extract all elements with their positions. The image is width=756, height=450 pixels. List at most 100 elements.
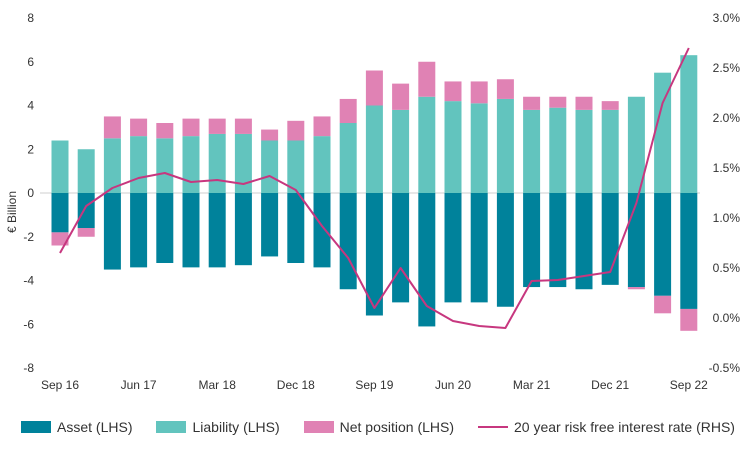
y-right-tick-label: 2.0% <box>713 111 741 125</box>
bar-net-position <box>601 101 619 110</box>
y-left-tick-label: -2 <box>23 230 34 244</box>
x-tick-label: Sep 22 <box>670 378 708 392</box>
y-right-tick-label: 1.5% <box>713 161 741 175</box>
bar-liability <box>261 140 279 193</box>
y-left-tick-label: -6 <box>23 317 34 331</box>
y-right-tick-label: 0.5% <box>713 261 741 275</box>
bar-liability <box>575 109 593 193</box>
legend-label-rate: 20 year risk free interest rate (RHS) <box>514 419 735 435</box>
bar-asset <box>156 193 174 263</box>
bar-net-position <box>51 232 69 246</box>
bar-liability <box>654 72 672 193</box>
bar-liability <box>287 140 305 193</box>
bar-asset <box>77 193 95 228</box>
x-tick-label: Mar 21 <box>513 378 551 392</box>
x-tick-label: Mar 18 <box>199 378 237 392</box>
bar-liability <box>234 133 252 193</box>
y-left-tick-label: 4 <box>27 99 34 113</box>
bar-net-position <box>627 287 645 290</box>
bar-asset <box>627 193 645 288</box>
bar-liability <box>156 138 174 193</box>
y-left-tick-label: -8 <box>23 361 34 375</box>
bar-liability <box>130 136 148 193</box>
bar-asset <box>103 193 121 270</box>
bar-asset <box>339 193 357 290</box>
bar-asset <box>51 193 69 233</box>
bar-asset <box>130 193 148 268</box>
bar-asset <box>313 193 331 268</box>
bar-net-position <box>365 70 383 106</box>
bar-asset <box>549 193 567 288</box>
rate-line <box>59 47 690 329</box>
y-left-tick-label: 0 <box>27 186 34 200</box>
legend-item-net-position[interactable]: Net position (LHS) <box>303 419 455 435</box>
left-axis: 8 6 4 2 0 -2 -4 -6 -8 <box>23 11 34 375</box>
bar-liability <box>601 109 619 193</box>
bar-liability <box>208 133 226 193</box>
bar-asset <box>287 193 305 263</box>
legend-item-asset[interactable]: Asset (LHS) <box>21 419 132 435</box>
bar-liability <box>470 103 488 193</box>
y-left-tick-label: 2 <box>27 142 34 156</box>
legend-swatch-asset <box>21 421 52 433</box>
legend: Asset (LHS) Liability (LHS) Net position… <box>0 412 756 442</box>
y-right-tick-label: 3.0% <box>713 11 741 25</box>
bar-asset <box>418 193 436 327</box>
bar-liability <box>103 138 121 193</box>
right-axis: 3.0% 2.5% 2.0% 1.5% 1.0% 0.5% 0.0% -0.5% <box>709 11 741 375</box>
bar-net-position <box>575 96 593 110</box>
bar-net-position <box>313 116 331 137</box>
bar-net-position <box>496 79 514 99</box>
y-right-tick-label: 0.0% <box>713 311 741 325</box>
bars <box>51 55 698 331</box>
bar-liability <box>51 140 69 193</box>
bar-asset <box>182 193 200 268</box>
bar-liability <box>549 107 567 193</box>
bar-net-position <box>234 118 252 134</box>
bar-net-position <box>339 98 357 123</box>
bar-liability <box>313 136 331 193</box>
legend-item-rate[interactable]: 20 year risk free interest rate (RHS) <box>478 419 735 435</box>
bar-net-position <box>261 129 279 141</box>
bar-net-position <box>444 81 462 102</box>
bar-asset <box>496 193 514 307</box>
legend-item-liability[interactable]: Liability (LHS) <box>156 419 280 435</box>
bar-asset <box>365 193 383 316</box>
bar-net-position <box>287 120 305 141</box>
x-tick-label: Jun 17 <box>121 378 157 392</box>
bar-net-position <box>156 123 174 139</box>
y-left-tick-label: -4 <box>23 274 34 288</box>
y-right-tick-label: 1.0% <box>713 211 741 225</box>
bar-net-position <box>470 81 488 104</box>
x-tick-label: Jun 20 <box>435 378 471 392</box>
bar-liability <box>182 136 200 193</box>
bar-asset <box>470 193 488 303</box>
bar-asset <box>654 193 672 296</box>
rate-line-group <box>59 47 690 329</box>
x-axis: Sep 16 Jun 17 Mar 18 Dec 18 Sep 19 Jun 20 Mar … <box>41 378 708 392</box>
bar-net-position <box>523 96 541 110</box>
bar-asset <box>444 193 462 303</box>
bar-net-position <box>208 118 226 134</box>
x-tick-label: Sep 19 <box>355 378 393 392</box>
legend-label-asset: Asset (LHS) <box>57 419 133 435</box>
legend-label-liability: Liability (LHS) <box>192 419 280 435</box>
bar-liability <box>77 149 95 193</box>
y-right-tick-label: -0.5% <box>709 361 741 375</box>
bar-net-position <box>182 118 200 137</box>
bar-net-position <box>130 118 148 137</box>
bar-liability <box>680 55 698 193</box>
bar-net-position <box>654 295 672 314</box>
bar-asset <box>680 193 698 309</box>
bar-liability <box>392 109 410 193</box>
legend-swatch-rate <box>478 426 509 428</box>
y-axis-label: € Billion <box>5 191 19 233</box>
legend-label-net-position: Net position (LHS) <box>339 419 455 435</box>
y-right-tick-label: 2.5% <box>713 61 741 75</box>
bar-asset <box>523 193 541 288</box>
bar-liability <box>418 96 436 193</box>
y-left-tick-label: 8 <box>27 11 34 25</box>
bar-asset <box>392 193 410 303</box>
bar-asset <box>208 193 226 268</box>
x-tick-label: Dec 18 <box>277 378 315 392</box>
